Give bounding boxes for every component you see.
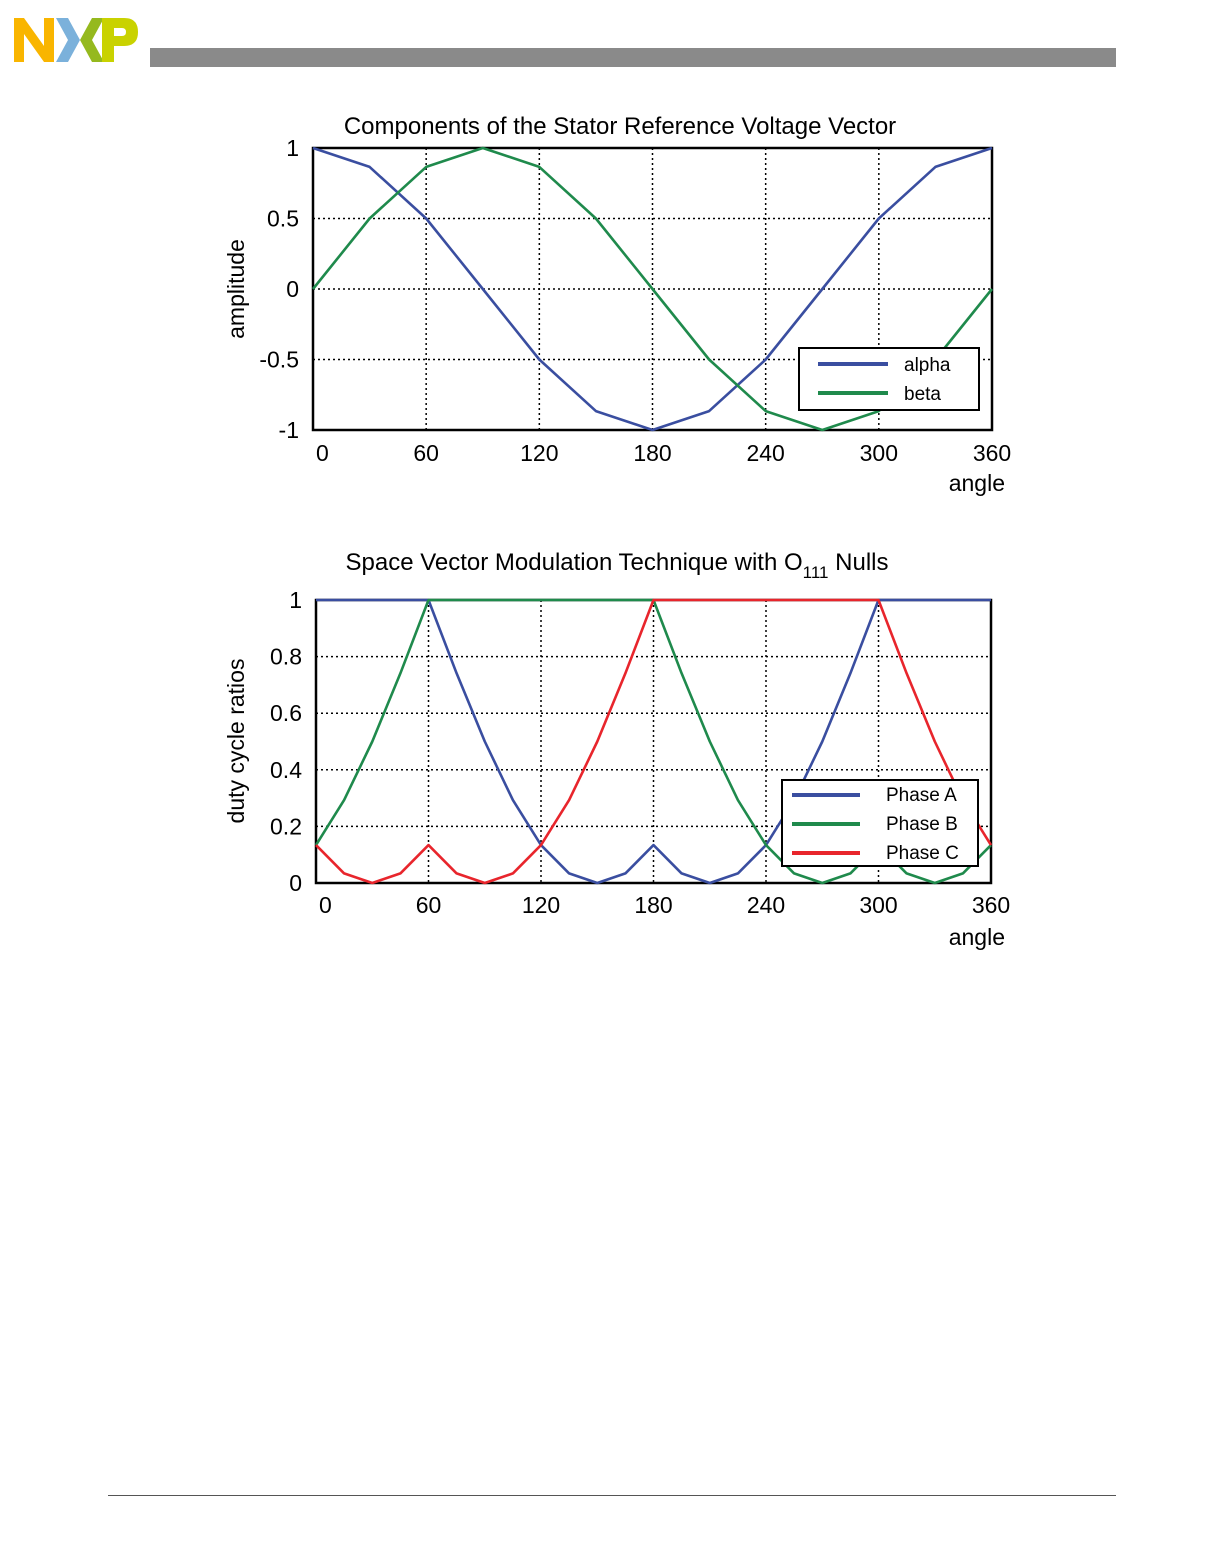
legend-box xyxy=(798,347,980,411)
x-tick-label: 180 xyxy=(634,892,672,918)
y-axis-label: amplitude xyxy=(223,239,249,339)
y-tick-label: 0 xyxy=(286,276,299,302)
series-line-beta xyxy=(311,146,994,432)
x-tick-labels: 0 60 120 180 240 300 360 xyxy=(316,440,1011,466)
chart-title: Components of the Stator Reference Volta… xyxy=(344,113,896,140)
x-tick-label: 240 xyxy=(746,440,784,466)
x-tick-label: 180 xyxy=(633,440,671,466)
y-tick-label: 1 xyxy=(286,135,299,161)
y-tick-label: -1 xyxy=(279,417,299,443)
chart-stator-voltage: Components of the Stator Reference Volta… xyxy=(223,113,1011,496)
x-tick-label: 0 xyxy=(319,892,332,918)
chart-title-main: Space Vector Modulation Technique with O xyxy=(345,549,802,576)
y-tick-labels: 0 0.2 0.4 0.6 0.8 1 xyxy=(270,587,302,896)
x-tick-label: 0 xyxy=(316,440,329,466)
x-tick-label: 60 xyxy=(416,892,442,918)
logo-x-right-shape xyxy=(80,18,104,62)
logo-p-shape xyxy=(102,18,138,62)
series-line-alpha xyxy=(312,146,993,432)
x-axis-label: angle xyxy=(949,470,1005,496)
logo-n-shape xyxy=(14,18,54,62)
chart-svm-duty-cycles: Space Vector Modulation Technique with O… xyxy=(223,549,1010,950)
y-tick-label: 0 xyxy=(289,870,302,896)
y-tick-label: 0.8 xyxy=(270,644,302,670)
legend-label-phase-a: Phase A xyxy=(886,785,957,806)
x-tick-label: 360 xyxy=(973,440,1011,466)
x-axis-label: angle xyxy=(949,924,1005,950)
y-tick-label: -0.5 xyxy=(259,347,299,373)
x-tick-label: 120 xyxy=(522,892,560,918)
nxp-logo-icon xyxy=(14,18,138,62)
footer-rule xyxy=(108,1495,1116,1496)
y-tick-label: 1 xyxy=(289,587,302,613)
header-bar xyxy=(150,48,1116,67)
y-tick-label: 0.5 xyxy=(267,206,299,232)
y-tick-label: 0.6 xyxy=(270,700,302,726)
y-axis-label: duty cycle ratios xyxy=(223,659,249,824)
legend: alpha beta xyxy=(798,347,980,411)
x-tick-label: 360 xyxy=(972,892,1010,918)
chart-title-subscript: 111 xyxy=(803,563,829,582)
legend-label-phase-b: Phase B xyxy=(886,814,958,835)
x-tick-label: 300 xyxy=(859,892,897,918)
logo-x-left-shape xyxy=(56,18,80,62)
legend-label-beta: beta xyxy=(904,384,941,405)
x-tick-label: 120 xyxy=(520,440,558,466)
y-tick-label: 0.4 xyxy=(270,757,302,783)
x-tick-label: 60 xyxy=(413,440,439,466)
series-group xyxy=(311,146,994,432)
legend-label-alpha: alpha xyxy=(904,355,951,376)
x-tick-label: 300 xyxy=(860,440,898,466)
chart-title: Space Vector Modulation Technique with O… xyxy=(345,549,888,582)
y-tick-label: 0.2 xyxy=(270,813,302,839)
legend: Phase A Phase B Phase C xyxy=(781,779,979,867)
chart-title-suffix: Nulls xyxy=(829,549,889,576)
y-tick-labels: -1 -0.5 0 0.5 1 xyxy=(259,135,299,443)
x-tick-label: 240 xyxy=(747,892,785,918)
legend-label-phase-c: Phase C xyxy=(886,843,959,864)
x-tick-labels: 0 60 120 180 240 300 360 xyxy=(319,892,1010,918)
series-line-phase-c xyxy=(315,598,993,885)
